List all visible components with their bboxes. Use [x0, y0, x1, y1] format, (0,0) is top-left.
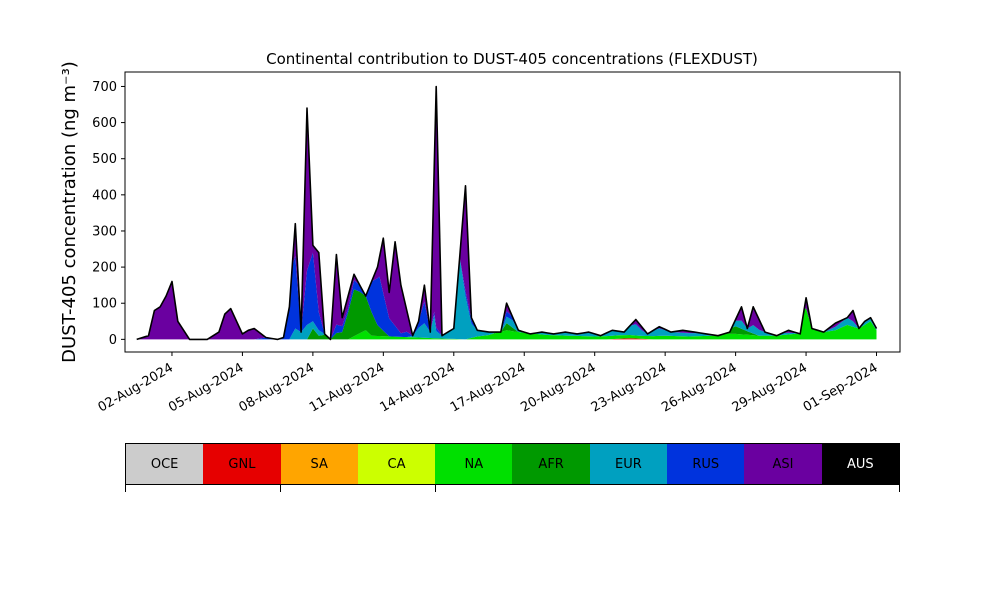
area-series-aus: [136, 86, 877, 340]
x-tick-label: 17-Aug-2024: [448, 360, 528, 415]
legend-item-rus: RUS: [667, 444, 745, 484]
y-tick-label: 400: [92, 188, 117, 203]
plot-area: [136, 85, 878, 341]
area-series-eur: [136, 257, 877, 340]
legend-item-ca: CA: [357, 444, 436, 484]
legend-item-asi: ASI: [744, 444, 822, 484]
legend-tick-mark: [280, 485, 281, 492]
chart-title: Continental contribution to DUST-405 con…: [266, 50, 758, 68]
x-tick-label: 29-Aug-2024: [730, 360, 810, 415]
legend-item-oce: OCE: [126, 444, 204, 484]
x-tick-label: 23-Aug-2024: [589, 360, 669, 415]
x-tick-label: 02-Aug-2024: [96, 360, 176, 415]
plot-frame: [124, 71, 901, 353]
y-tick-label: 0: [109, 333, 117, 348]
legend-item-aus: AUS: [821, 444, 899, 484]
y-axis-label: DUST-405 concentration (ng m⁻³): [59, 61, 80, 363]
legend-item-eur: EUR: [589, 444, 668, 484]
area-series-na: [136, 308, 877, 340]
y-tick-label: 300: [92, 224, 117, 239]
x-tick-label: 11-Aug-2024: [307, 360, 387, 415]
y-tick-label: 600: [92, 116, 117, 131]
axes: 0 100 200 300 400 500 600 700 02-Aug-202405-Aug-…: [92, 80, 880, 416]
x-tick-label: 14-Aug-2024: [377, 360, 457, 415]
legend-item-sa: SA: [280, 444, 358, 484]
legend-tick-mark: [125, 485, 126, 492]
y-tick-label: 500: [92, 152, 117, 167]
y-tick-label: 100: [92, 297, 117, 312]
x-tick-label: 08-Aug-2024: [237, 360, 317, 415]
x-tick-label: 01-Sep-2024: [801, 360, 881, 415]
legend-item-gnl: GNL: [203, 444, 281, 484]
legend-tick-mark: [899, 485, 900, 492]
area-series-afr: [136, 289, 877, 340]
legend-colorbar: OCE GNL SA CA NA AFR EUR RUS ASI AUS: [125, 443, 900, 485]
legend-item-afr: AFR: [512, 444, 590, 484]
area-series-asi: [136, 86, 877, 340]
legend-item-na: NA: [435, 444, 513, 484]
y-tick-label: 700: [92, 80, 117, 95]
x-tick-label: 05-Aug-2024: [166, 360, 246, 415]
legend-tick-mark: [435, 485, 436, 492]
x-tick-label: 20-Aug-2024: [518, 360, 598, 415]
legend-ticks: [125, 485, 900, 493]
total-concentration-line: [136, 85, 878, 341]
y-tick-label: 200: [92, 261, 117, 276]
x-tick-label: 26-Aug-2024: [659, 360, 739, 415]
